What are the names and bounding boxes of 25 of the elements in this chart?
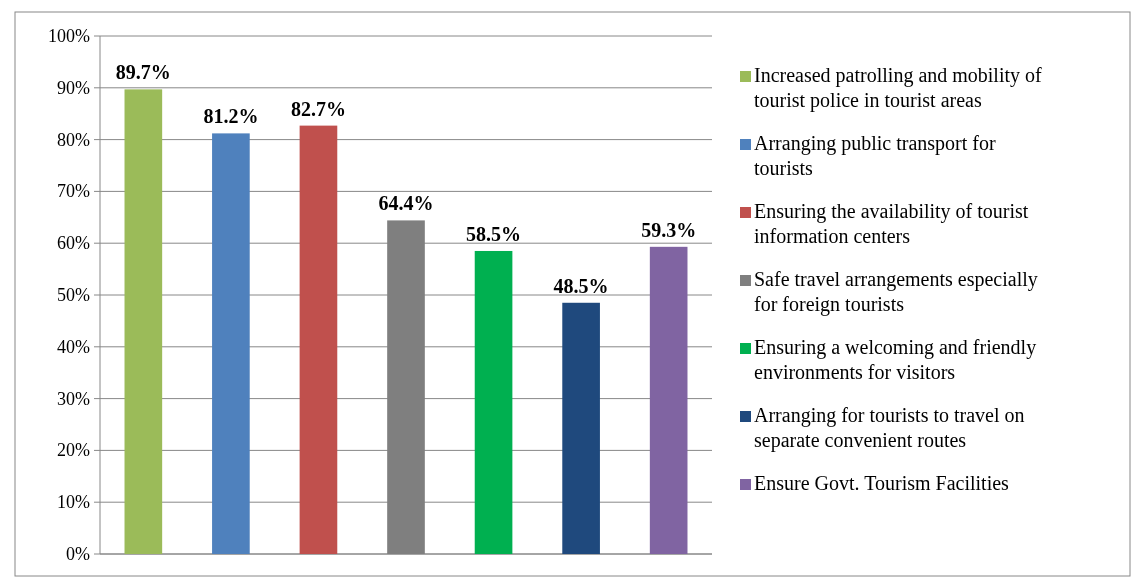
legend-label: Ensure Govt. Tourism Facilities (754, 472, 1010, 494)
data-label: 48.5% (553, 274, 609, 297)
legend-label: Increased patrolling and mobility of tourist police in tourist areas (754, 64, 1043, 112)
legend-label: Safe travel arrangements especially for foreign tourists (754, 268, 1038, 316)
legend-label: Arranging public transport for tourists (754, 132, 996, 179)
y-tick-label: 50% (57, 285, 90, 305)
y-tick-label: 60% (57, 233, 90, 254)
legend-label: Ensuring a welcoming and friendly environments for visitors (754, 336, 1037, 383)
y-tick-label: 80% (57, 129, 90, 150)
data-label: 82.7% (290, 97, 346, 120)
y-tick-label: 100% (48, 26, 90, 46)
y-tick-label: 70% (57, 181, 90, 202)
y-tick-label: 30% (57, 388, 90, 409)
data-label: 58.5% (466, 222, 522, 245)
legend-label: Ensuring the availability of tourist information centers (754, 200, 1029, 247)
y-tick-label: 90% (57, 77, 90, 98)
data-label: 81.2% (203, 105, 259, 128)
y-tick-label: 40% (57, 336, 90, 357)
y-tick-label: 0% (66, 544, 90, 564)
y-tick-label: 10% (57, 492, 90, 513)
legend-label: Arranging for tourists to travel on separate convenient routes (754, 404, 1025, 452)
data-label: 64.4% (378, 192, 434, 215)
y-tick-label: 20% (57, 440, 90, 461)
data-label: 89.7% (115, 61, 171, 84)
data-label: 59.3% (641, 218, 697, 241)
